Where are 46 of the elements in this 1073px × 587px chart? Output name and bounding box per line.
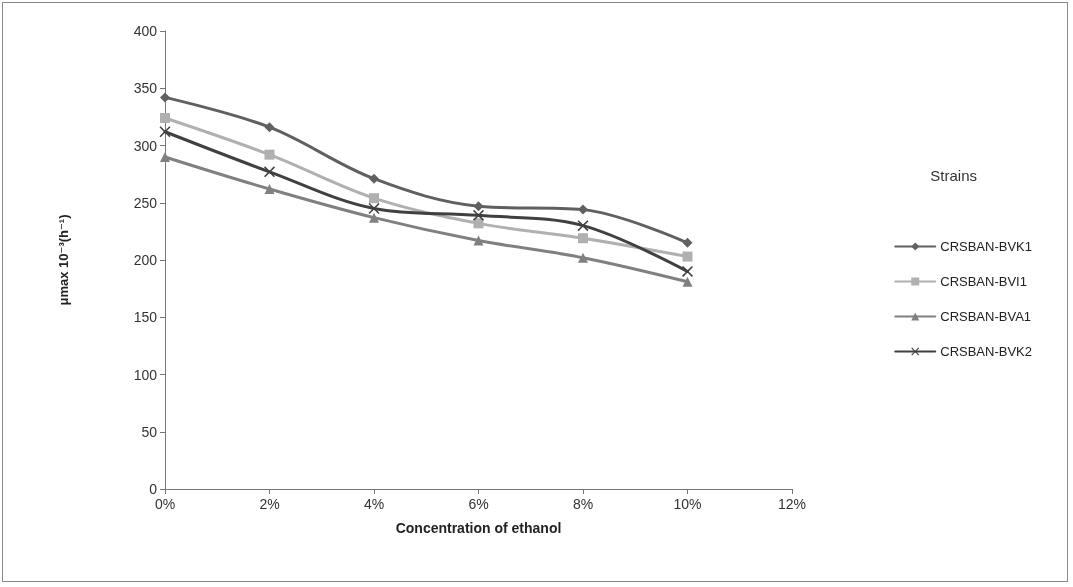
point [369,212,379,223]
y-tick-label: 350 [133,80,158,97]
point [473,218,484,229]
y-tick-label: 0 [149,481,158,497]
x-axis-title: Concentration of ethanol [395,520,562,536]
point [264,166,275,178]
y-axis-title: μmax 10⁻³(h⁻¹) [56,214,71,306]
point [682,251,693,262]
y-tick-label: 300 [133,137,158,154]
point [160,151,170,162]
legend-title: Strains [930,167,977,184]
y-tick-label: 150 [133,309,158,326]
point [578,252,588,263]
point [368,202,380,214]
point [369,193,379,204]
point [473,209,484,221]
point [264,122,275,133]
x-tick-label: 6% [468,496,489,512]
x-tick-label: 10% [673,496,702,512]
point [578,233,588,244]
y-tick-label: 400 [133,23,158,39]
point [682,276,693,287]
y-tick-label: 200 [133,252,158,268]
point [264,184,275,195]
x-tick-label: 0% [154,496,176,512]
point [473,235,484,246]
point [160,113,170,124]
point [159,126,171,138]
point [577,220,589,232]
x-tick-label: 4% [363,496,385,512]
legend-label: CRSBAN-BVK2 [940,344,1032,359]
point [578,204,588,215]
y-tick-label: 250 [133,194,158,211]
point [160,92,170,103]
point [682,237,693,248]
legend-label: CRSBAN-BVK1 [940,239,1032,254]
x-tick-label: 2% [259,496,280,512]
x-tick-label: 12% [777,496,807,512]
x-tick-label: 8% [572,496,594,512]
point [369,173,379,184]
legend-label: CRSBAN-BVI1 [940,274,1027,289]
y-tick-label: 100 [133,366,158,383]
point [264,149,275,160]
point [682,265,693,277]
y-tick-label: 50 [141,423,158,440]
legend-label: CRSBAN-BVA1 [940,309,1032,324]
